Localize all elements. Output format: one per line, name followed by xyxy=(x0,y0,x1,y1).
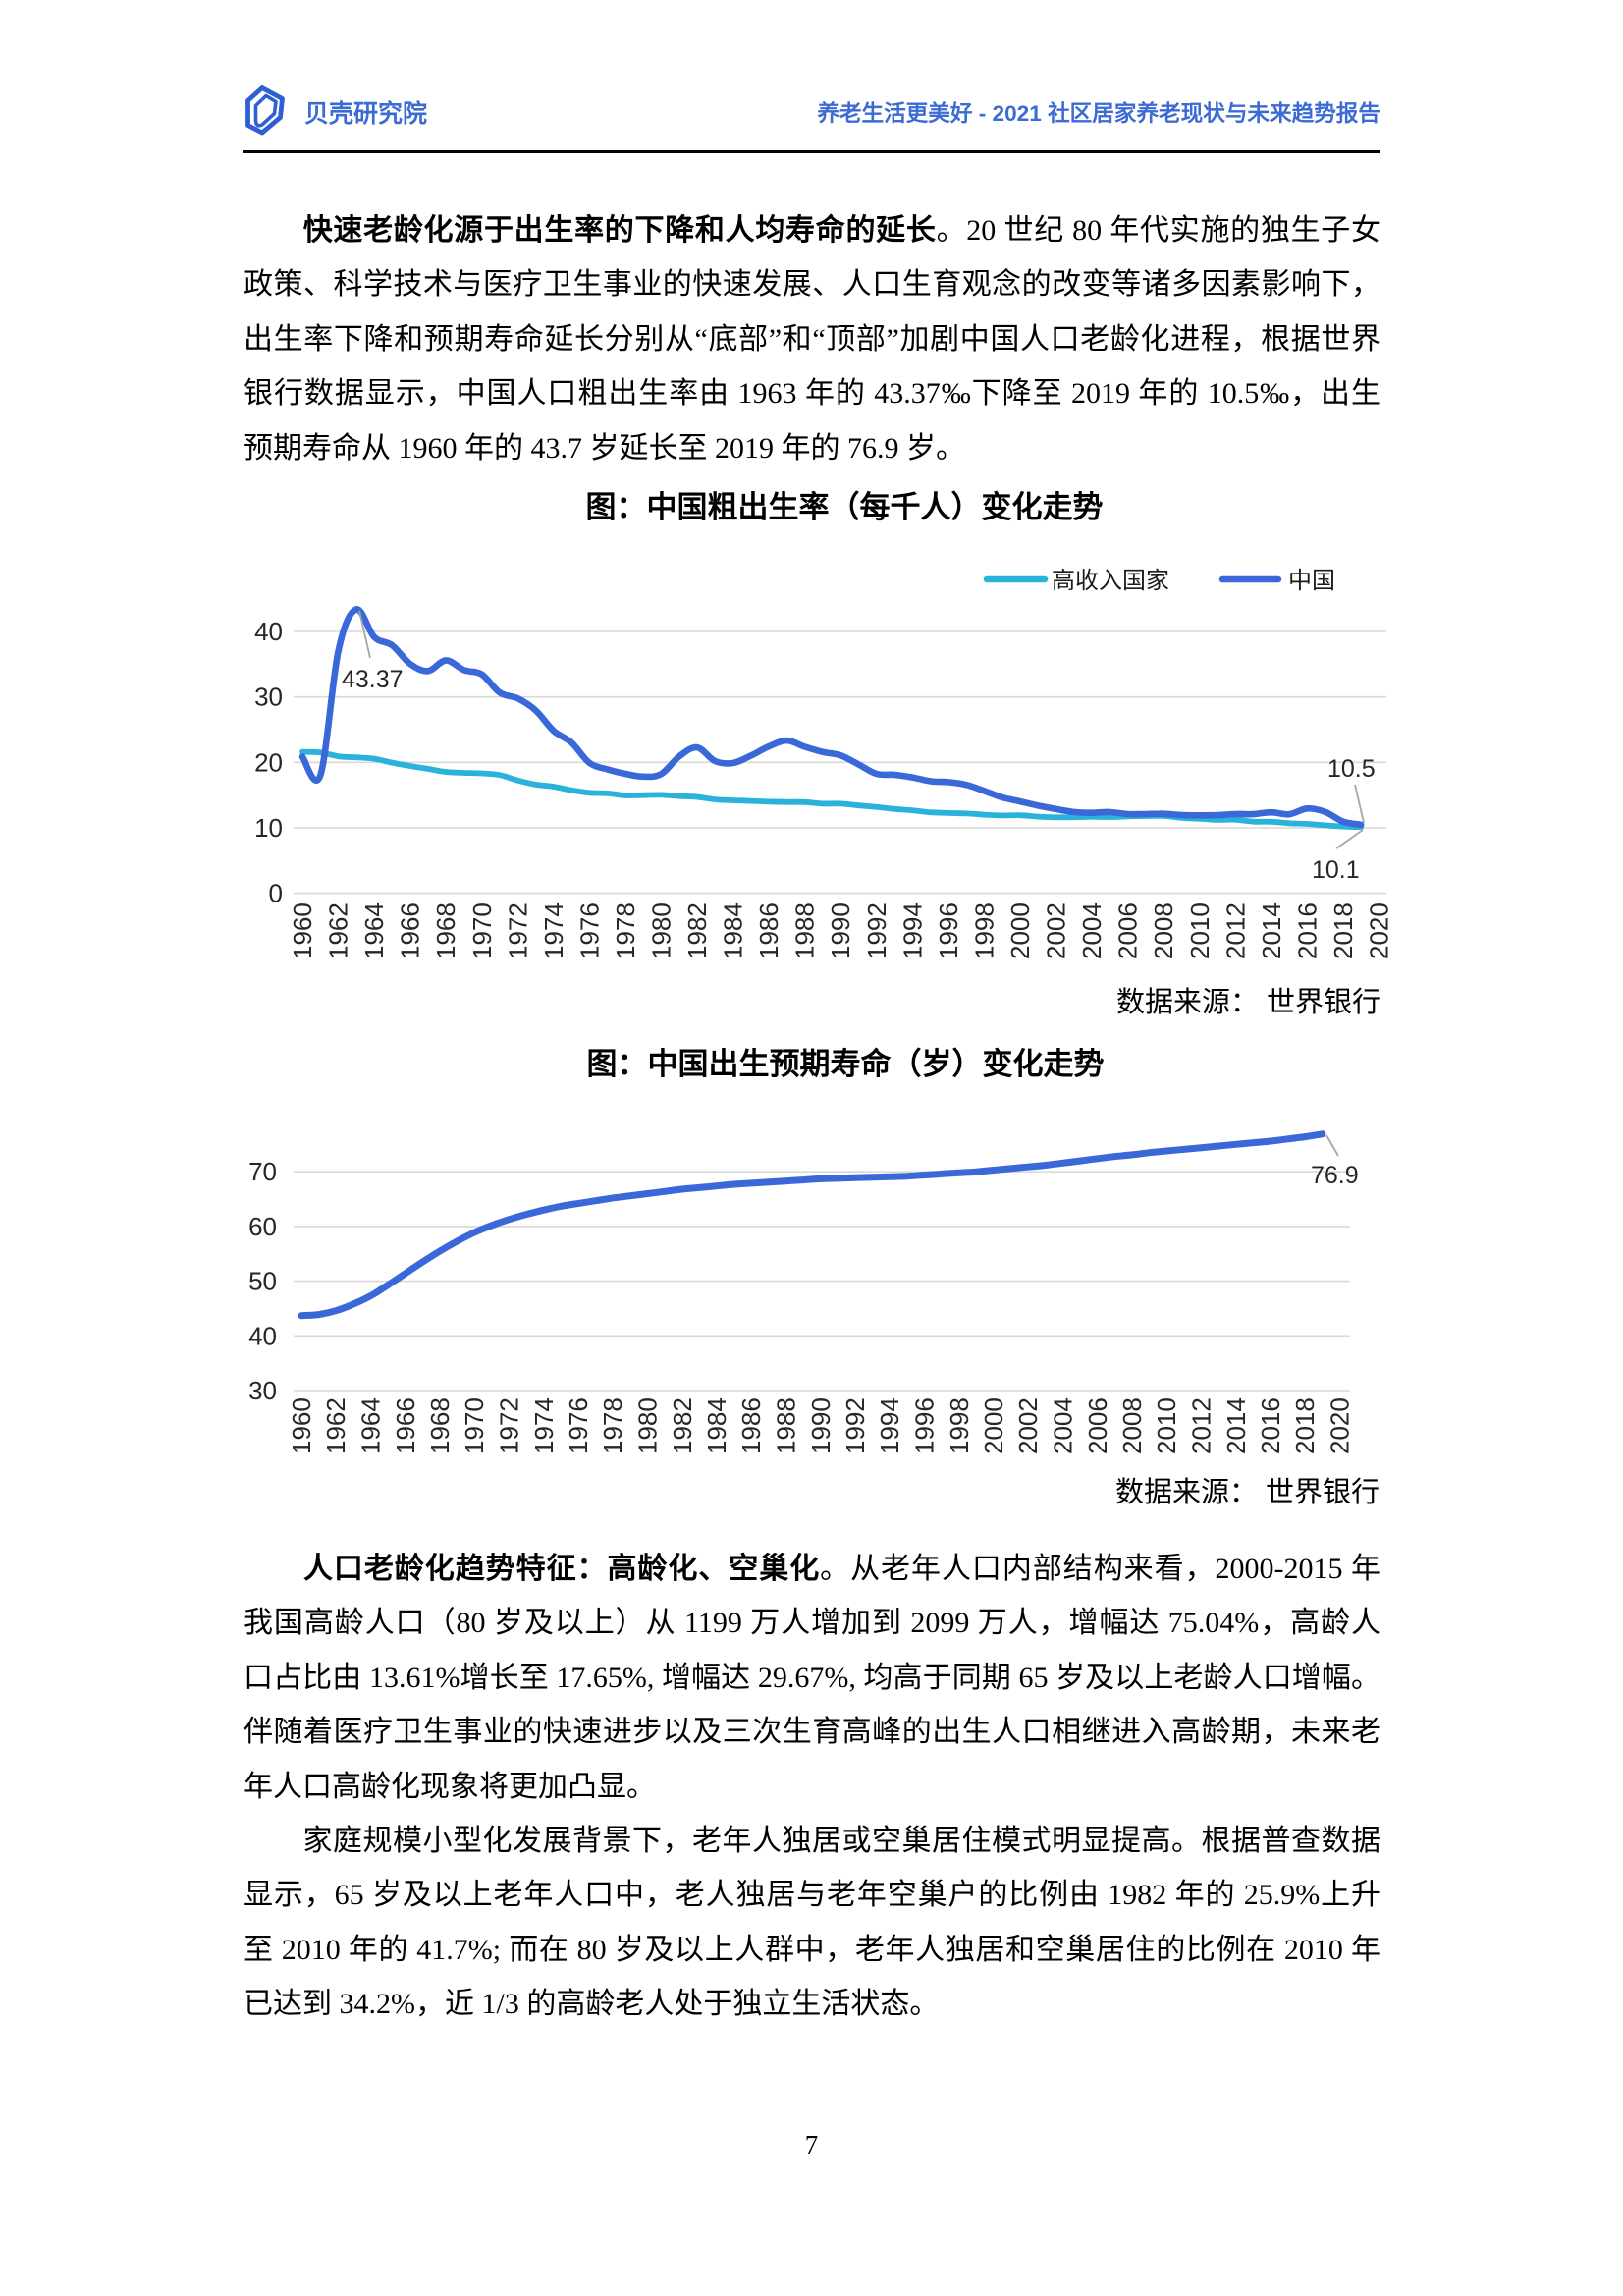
svg-text:10: 10 xyxy=(254,813,283,843)
svg-text:10.5: 10.5 xyxy=(1327,755,1376,783)
svg-text:2010: 2010 xyxy=(1185,902,1215,959)
svg-text:30: 30 xyxy=(254,683,283,712)
svg-text:图：中国粗出生率（每千人）变化走势: 图：中国粗出生率（每千人）变化走势 xyxy=(586,490,1104,524)
svg-text:2006: 2006 xyxy=(1113,902,1143,959)
svg-text:2018: 2018 xyxy=(1290,1397,1320,1454)
svg-text:1982: 1982 xyxy=(682,902,712,959)
svg-text:2010: 2010 xyxy=(1152,1397,1181,1454)
svg-text:1962: 1962 xyxy=(321,1397,351,1454)
svg-text:数据来源： 世界银行: 数据来源： 世界银行 xyxy=(1116,986,1380,1018)
svg-text:1964: 1964 xyxy=(359,902,389,959)
svg-text:1980: 1980 xyxy=(647,902,676,959)
svg-text:数据来源： 世界银行: 数据来源： 世界银行 xyxy=(1115,1476,1380,1508)
svg-text:2000: 2000 xyxy=(1005,902,1035,959)
svg-text:1968: 1968 xyxy=(431,902,460,959)
svg-text:1996: 1996 xyxy=(910,1397,940,1454)
svg-text:1960: 1960 xyxy=(288,902,317,959)
svg-text:2020: 2020 xyxy=(1325,1397,1355,1454)
svg-text:40: 40 xyxy=(248,1321,277,1350)
svg-text:2004: 2004 xyxy=(1077,902,1107,959)
svg-text:1990: 1990 xyxy=(826,902,855,959)
svg-text:1966: 1966 xyxy=(396,902,425,959)
svg-text:1978: 1978 xyxy=(611,902,640,959)
svg-text:50: 50 xyxy=(248,1267,277,1296)
svg-text:1966: 1966 xyxy=(391,1397,420,1454)
svg-text:2008: 2008 xyxy=(1117,1397,1147,1454)
svg-text:1996: 1996 xyxy=(934,902,963,959)
svg-text:0: 0 xyxy=(269,879,283,908)
svg-text:2002: 2002 xyxy=(1042,902,1071,959)
svg-text:43.37: 43.37 xyxy=(342,666,404,693)
svg-text:2012: 2012 xyxy=(1220,902,1250,959)
svg-text:1988: 1988 xyxy=(790,902,820,959)
svg-text:1960: 1960 xyxy=(287,1397,316,1454)
svg-text:60: 60 xyxy=(248,1212,277,1241)
svg-text:图：中国出生预期寿命（岁）变化走势: 图：中国出生预期寿命（岁）变化走势 xyxy=(587,1047,1105,1081)
svg-text:1970: 1970 xyxy=(467,902,497,959)
svg-text:1976: 1976 xyxy=(574,902,604,959)
svg-text:2000: 2000 xyxy=(979,1397,1008,1454)
svg-text:2008: 2008 xyxy=(1149,902,1178,959)
svg-text:1986: 1986 xyxy=(754,902,784,959)
svg-text:1982: 1982 xyxy=(668,1397,697,1454)
svg-text:1990: 1990 xyxy=(806,1397,836,1454)
svg-text:2006: 2006 xyxy=(1083,1397,1112,1454)
svg-text:1992: 1992 xyxy=(840,1397,870,1454)
svg-text:2016: 2016 xyxy=(1256,1397,1285,1454)
svg-text:1998: 1998 xyxy=(969,902,999,959)
svg-text:1972: 1972 xyxy=(495,1397,524,1454)
svg-text:2004: 2004 xyxy=(1049,1397,1078,1454)
svg-text:1984: 1984 xyxy=(702,1397,731,1454)
svg-text:1994: 1994 xyxy=(897,902,927,959)
svg-text:1980: 1980 xyxy=(633,1397,663,1454)
svg-text:70: 70 xyxy=(248,1157,277,1186)
svg-text:2014: 2014 xyxy=(1257,902,1286,959)
svg-text:10.1: 10.1 xyxy=(1312,856,1360,884)
svg-text:1974: 1974 xyxy=(529,1397,559,1454)
svg-text:1984: 1984 xyxy=(719,902,748,959)
svg-text:2002: 2002 xyxy=(1013,1397,1043,1454)
svg-text:20: 20 xyxy=(254,747,283,777)
svg-text:高收入国家: 高收入国家 xyxy=(1052,568,1169,594)
svg-text:2018: 2018 xyxy=(1328,902,1358,959)
svg-text:1964: 1964 xyxy=(356,1397,386,1454)
svg-text:1994: 1994 xyxy=(875,1397,904,1454)
svg-text:30: 30 xyxy=(248,1376,277,1405)
svg-text:中国: 中国 xyxy=(1288,568,1335,594)
svg-text:1976: 1976 xyxy=(564,1397,593,1454)
svg-text:76.9: 76.9 xyxy=(1311,1162,1359,1189)
svg-text:1970: 1970 xyxy=(460,1397,489,1454)
svg-text:1992: 1992 xyxy=(862,902,892,959)
svg-text:2014: 2014 xyxy=(1221,1397,1251,1454)
svg-text:2016: 2016 xyxy=(1292,902,1322,959)
svg-text:1972: 1972 xyxy=(503,902,532,959)
svg-text:2020: 2020 xyxy=(1365,902,1394,959)
svg-text:1986: 1986 xyxy=(736,1397,766,1454)
svg-text:40: 40 xyxy=(254,617,283,646)
svg-text:1974: 1974 xyxy=(539,902,568,959)
svg-text:1968: 1968 xyxy=(425,1397,455,1454)
svg-text:1962: 1962 xyxy=(324,902,353,959)
svg-text:1978: 1978 xyxy=(598,1397,627,1454)
svg-text:1988: 1988 xyxy=(772,1397,801,1454)
svg-text:1998: 1998 xyxy=(945,1397,974,1454)
svg-text:2012: 2012 xyxy=(1187,1397,1217,1454)
